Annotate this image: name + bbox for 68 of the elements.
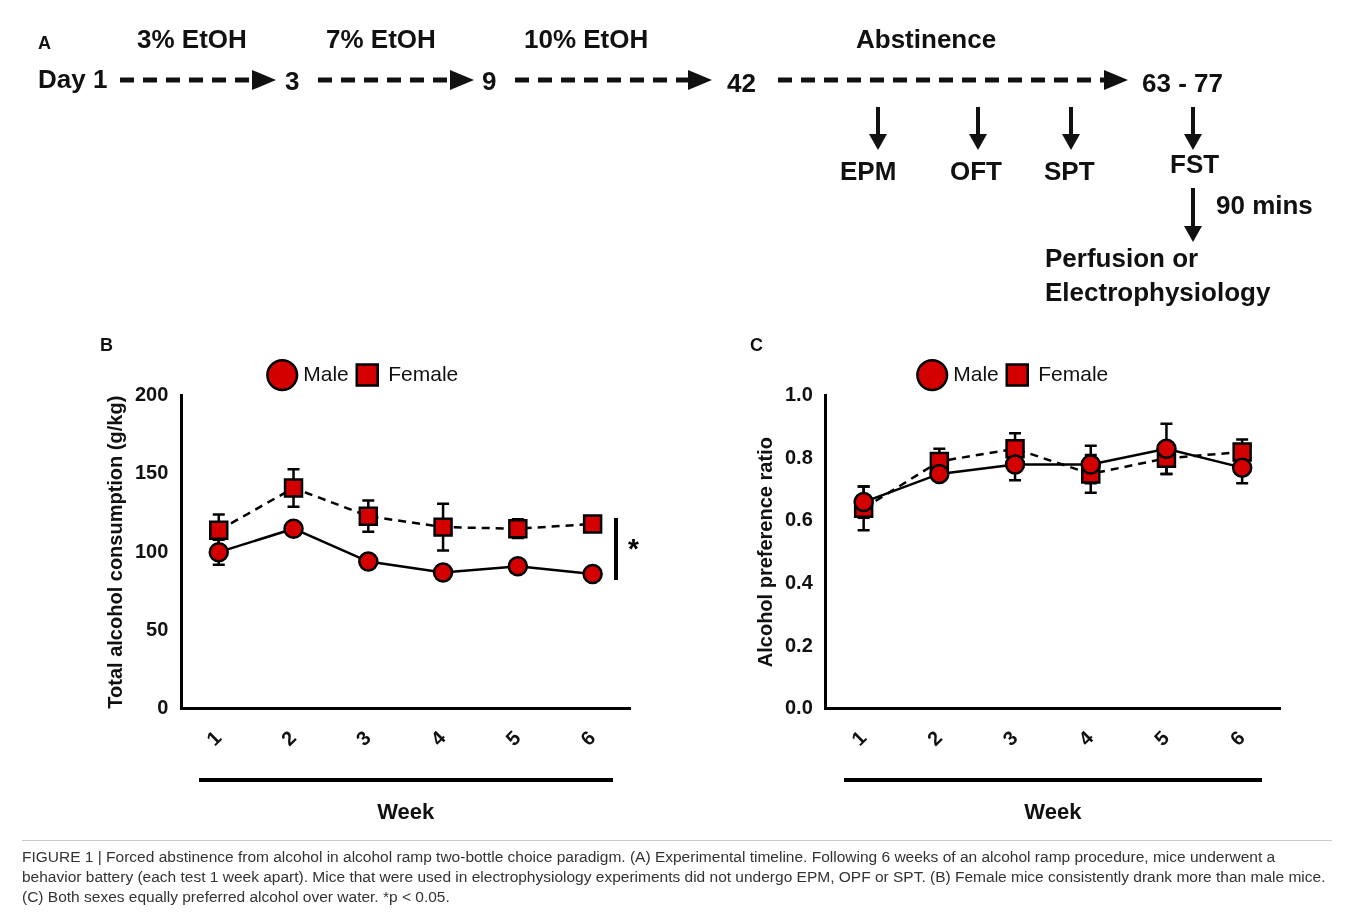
chart-title: C (750, 334, 763, 355)
x-axis-title: Week (1024, 798, 1083, 824)
point (929, 463, 950, 485)
text: EPM (840, 156, 897, 186)
point (209, 520, 229, 540)
legend-label: Male (303, 361, 349, 385)
legend-label: Female (1038, 361, 1109, 385)
point (358, 506, 379, 526)
y-tick-label: 100 (134, 539, 169, 562)
text: 42 (727, 68, 756, 98)
point (582, 514, 603, 534)
x-tick-label: 1 (202, 726, 226, 750)
point (432, 562, 454, 583)
chart-title: B (100, 334, 113, 355)
point (283, 518, 304, 539)
text: FST (1170, 149, 1220, 179)
text: A (38, 32, 51, 55)
point (283, 478, 304, 498)
point (1080, 454, 1101, 475)
text: SPT (1044, 156, 1095, 186)
legend-label: Female (388, 361, 459, 385)
text: OFT (950, 156, 1002, 186)
x-tick-label: 2 (276, 726, 301, 750)
point (1004, 454, 1026, 475)
text: 7% EtOH (326, 24, 436, 54)
y-tick-label: 150 (134, 461, 169, 484)
y-tick-label: 200 (134, 383, 169, 406)
x-tick-label: 3 (351, 726, 376, 750)
annotation: * (628, 533, 639, 566)
text: 3 (285, 66, 300, 96)
point (1231, 457, 1253, 478)
text: Perfusion or Electrophysiology (1045, 242, 1272, 309)
y-tick-label: 0.4 (784, 571, 814, 594)
text: 90 mins (1216, 190, 1313, 220)
point (507, 556, 529, 577)
x-tick-label: 3 (998, 726, 1022, 750)
text: 10% EtOH (524, 24, 649, 54)
legend-label: Male (953, 361, 999, 385)
x-tick-label: 2 (922, 726, 947, 750)
text: 63 - 77 (1142, 68, 1223, 98)
x-axis-title: Week (377, 798, 435, 824)
y-tick-label: 1.0 (784, 383, 813, 406)
y-tick-label: 0.2 (784, 633, 813, 656)
y-tick-label: 0.6 (784, 508, 813, 531)
point (582, 563, 603, 585)
point (433, 517, 453, 537)
y-tick-label: 0.8 (784, 445, 813, 468)
y-tick-label: 0.0 (784, 696, 813, 719)
y-axis-title: Total alcohol consumption (g/kg) (103, 395, 126, 709)
text: 9 (482, 66, 497, 96)
x-tick-label: 5 (501, 726, 525, 750)
x-tick-label: 6 (1225, 726, 1249, 750)
caption: FIGURE 1 | Forced abstinence from alcohol in alcohol ramp two-bottle choice paradigm. (A) Experimental timeline. Following 6 weeks of an alcohol ramp procedure, mice underwent a behavior battery (each test 1 week apart). Mice that were used in electrophysiology experiments did not undergo EPM, OPF or SPT. (B) Female mice consistently drank more than male mice. (C) Both sexes equally preferred alcohol over water. *p < 0.05. (22, 840, 1332, 907)
text: Day 1 (38, 64, 108, 94)
point (1005, 439, 1025, 459)
x-tick-label: 4 (1074, 725, 1099, 750)
x-tick-label: 1 (846, 726, 871, 750)
y-axis-title: Alcohol preference ratio (753, 437, 776, 668)
y-tick-label: 50 (146, 617, 169, 640)
x-tick-label: 4 (426, 725, 451, 750)
point (358, 551, 379, 572)
point (1156, 438, 1177, 460)
y-tick-label: 0 (157, 696, 169, 719)
text: 3% EtOH (137, 24, 247, 54)
point (853, 491, 874, 513)
text: Abstinence (856, 24, 997, 54)
x-tick-label: 5 (1149, 726, 1174, 750)
x-tick-label: 6 (575, 726, 600, 750)
